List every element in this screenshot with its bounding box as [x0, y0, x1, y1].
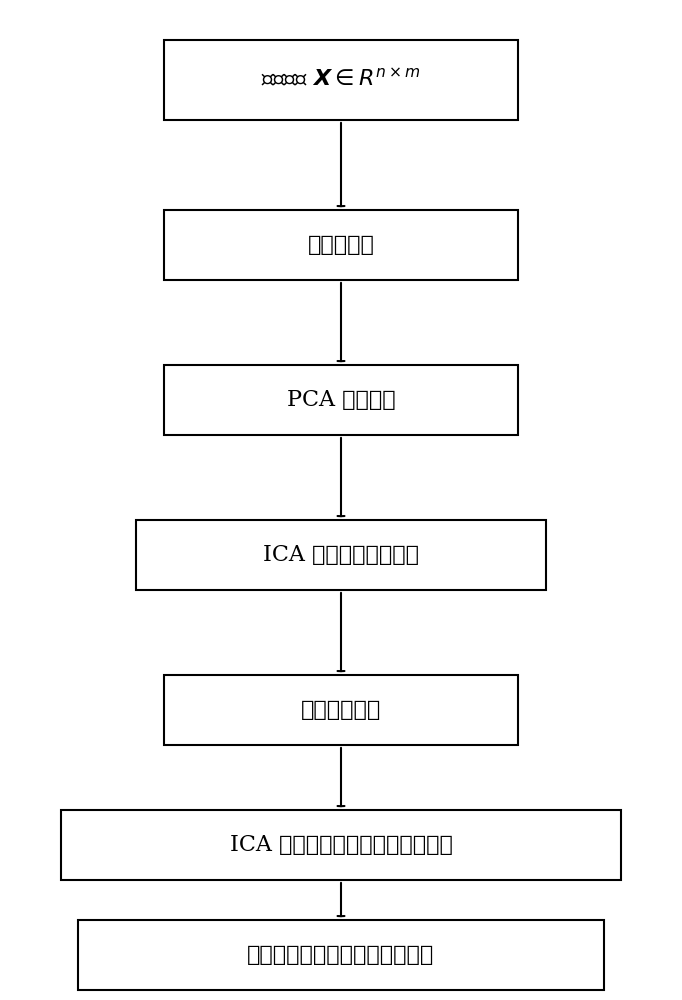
FancyBboxPatch shape: [164, 675, 518, 745]
FancyBboxPatch shape: [78, 920, 604, 990]
Text: 标准化处理: 标准化处理: [308, 234, 374, 256]
Text: PCA 白化处理: PCA 白化处理: [286, 389, 396, 411]
FancyBboxPatch shape: [164, 40, 518, 120]
Text: ICA 算法求解分离矩阵: ICA 算法求解分离矩阵: [263, 544, 419, 566]
Text: ICA 算法求解分离矩阵和混合矩阵: ICA 算法求解分离矩阵和混合矩阵: [230, 834, 452, 856]
Text: 变量加权处理: 变量加权处理: [301, 699, 381, 721]
FancyBboxPatch shape: [164, 365, 518, 435]
Text: 训练数据 $\boldsymbol{X} \in R^{n\times m}$: 训练数据 $\boldsymbol{X} \in R^{n\times m}$: [261, 69, 421, 91]
Text: 确定控制限，并保留模型参数集: 确定控制限，并保留模型参数集: [248, 944, 434, 966]
FancyBboxPatch shape: [136, 520, 546, 590]
FancyBboxPatch shape: [61, 810, 621, 880]
FancyBboxPatch shape: [164, 210, 518, 280]
